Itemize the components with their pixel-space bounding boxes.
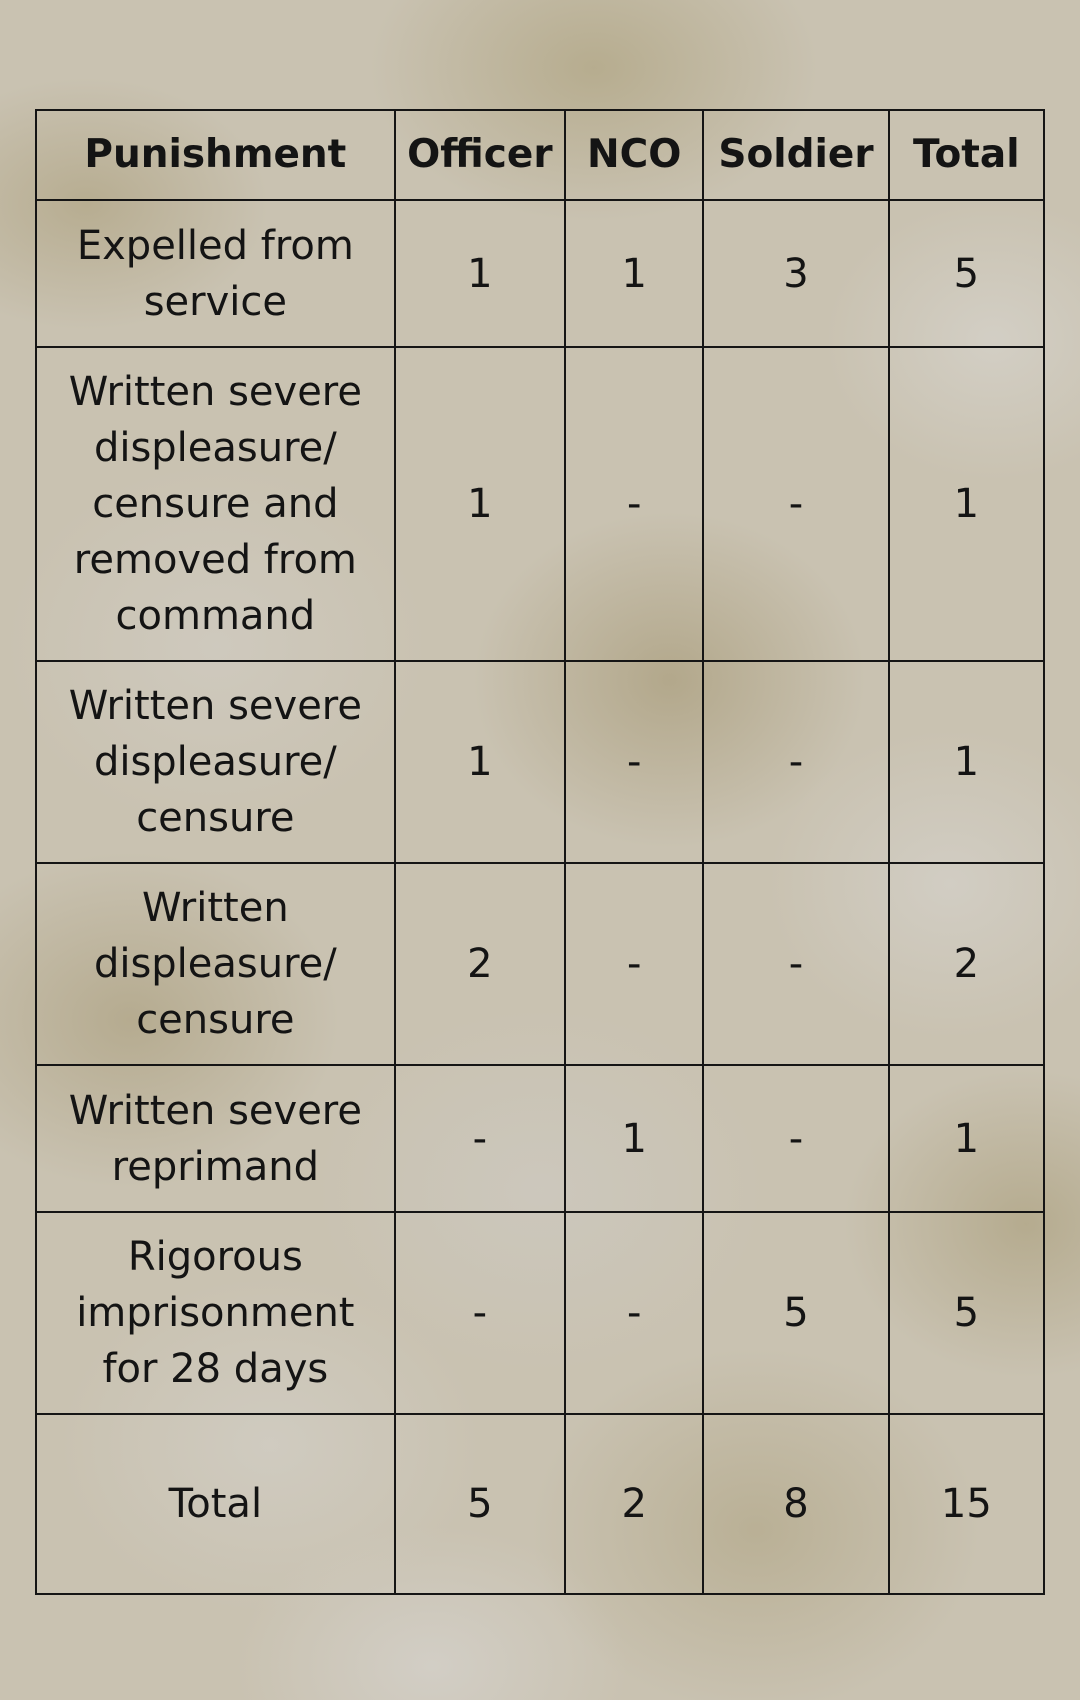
table-row: Written severe displeasure/ censure 1 - …	[35, 660, 1046, 864]
header-total: Total	[887, 109, 1046, 201]
cell-officer: 1	[393, 346, 567, 662]
header-punishment: Punishment	[35, 109, 396, 201]
cell-soldier: -	[702, 660, 890, 864]
cell-punishment: Written severe reprimand	[35, 1064, 396, 1213]
cell-total: 1	[887, 1064, 1046, 1213]
table-row: Written severe reprimand - 1 - 1	[35, 1064, 1046, 1213]
cell-soldier: 8	[702, 1413, 890, 1595]
cell-punishment: Total	[35, 1413, 396, 1595]
cell-officer: 2	[393, 862, 567, 1066]
cell-soldier: 3	[702, 199, 890, 348]
cell-nco: 1	[564, 1064, 705, 1213]
cell-officer: 5	[393, 1413, 567, 1595]
cell-total: 5	[887, 1211, 1046, 1415]
cell-nco: -	[564, 1211, 705, 1415]
punishment-table: Punishment Officer NCO Soldier Total Exp…	[35, 109, 1046, 1595]
cell-soldier: -	[702, 862, 890, 1066]
cell-nco: -	[564, 862, 705, 1066]
cell-punishment: Written severe displeasure/ censure	[35, 660, 396, 864]
cell-officer: 1	[393, 199, 567, 348]
cell-punishment: Written displeasure/ censure	[35, 862, 396, 1066]
cell-total: 1	[887, 660, 1046, 864]
table-total-row: Total 5 2 8 15	[35, 1413, 1046, 1595]
header-officer: Officer	[393, 109, 567, 201]
table-row: Written displeasure/ censure 2 - - 2	[35, 862, 1046, 1066]
cell-punishment: Written severe displeasure/ censure and …	[35, 346, 396, 662]
cell-total: 2	[887, 862, 1046, 1066]
cell-total: 1	[887, 346, 1046, 662]
cell-soldier: 5	[702, 1211, 890, 1415]
cell-nco: 1	[564, 199, 705, 348]
header-soldier: Soldier	[702, 109, 890, 201]
cell-total: 15	[887, 1413, 1046, 1595]
cell-officer: 1	[393, 660, 567, 864]
cell-nco: 2	[564, 1413, 705, 1595]
table-row: Written severe displeasure/ censure and …	[35, 346, 1046, 662]
cell-soldier: -	[702, 1064, 890, 1213]
cell-punishment: Rigorous imprisonment for 28 days	[35, 1211, 396, 1415]
cell-total: 5	[887, 199, 1046, 348]
cell-officer: -	[393, 1064, 567, 1213]
table-header-row: Punishment Officer NCO Soldier Total	[35, 109, 1046, 201]
cell-nco: -	[564, 346, 705, 662]
table-row: Rigorous imprisonment for 28 days - - 5 …	[35, 1211, 1046, 1415]
cell-punishment: Expelled from service	[35, 199, 396, 348]
cell-nco: -	[564, 660, 705, 864]
cell-officer: -	[393, 1211, 567, 1415]
cell-soldier: -	[702, 346, 890, 662]
table-row: Expelled from service 1 1 3 5	[35, 199, 1046, 348]
header-nco: NCO	[564, 109, 705, 201]
